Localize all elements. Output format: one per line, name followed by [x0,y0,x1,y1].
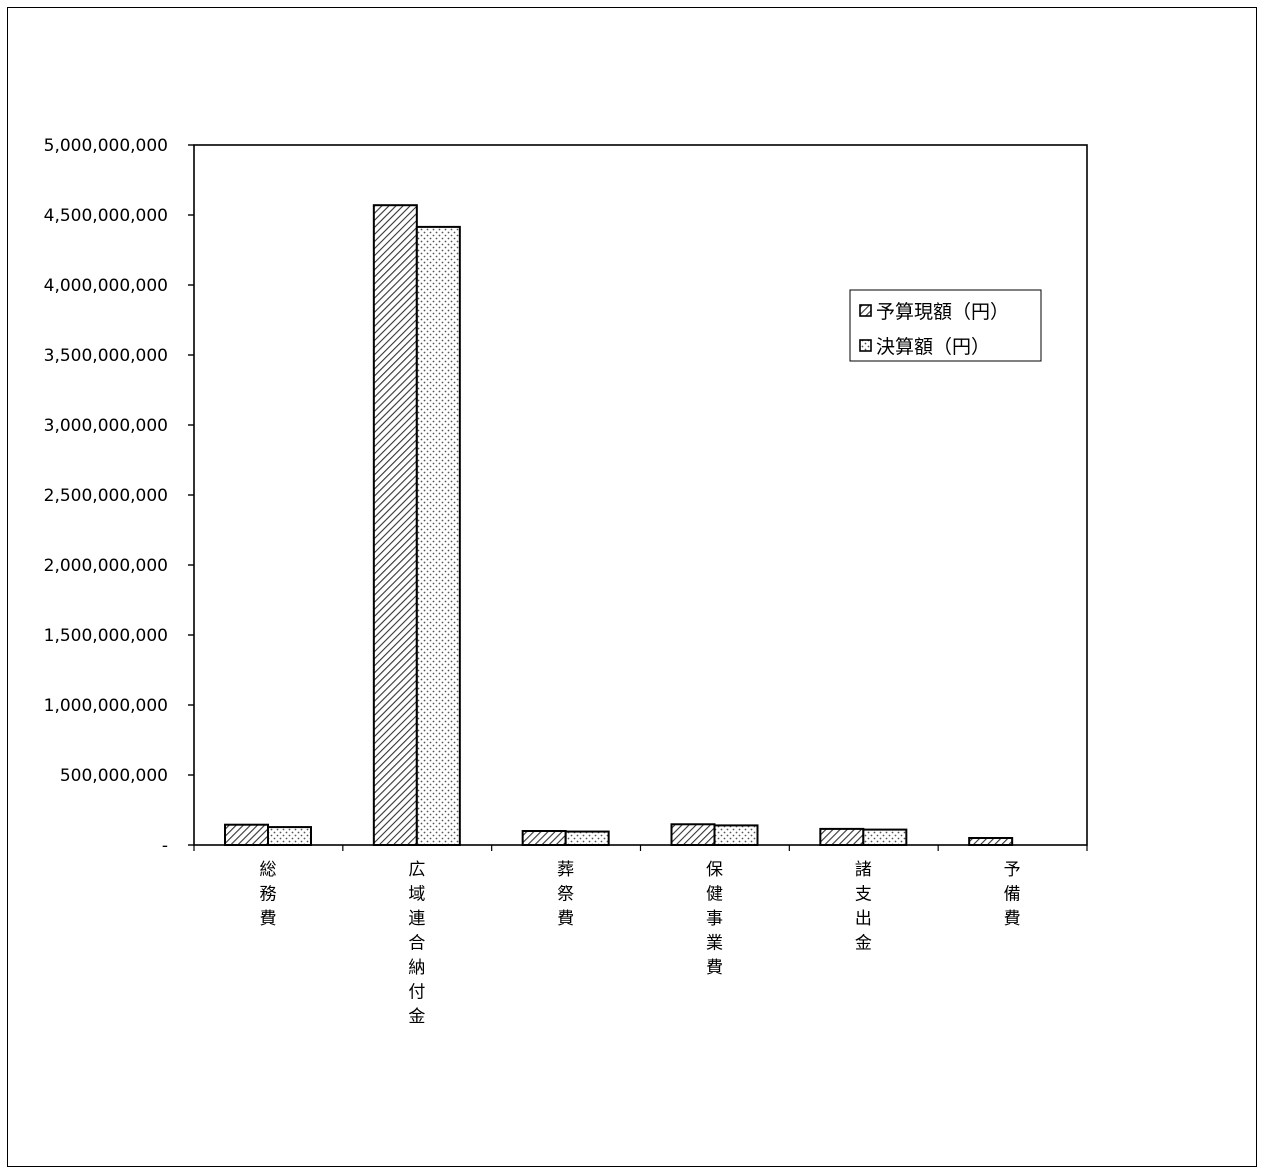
plot-area [193,144,1088,846]
y-tick-label-3: 1,500,000,000 [44,626,168,646]
bar-budget-3 [670,823,716,847]
y-tick-label-5: 2,500,000,000 [44,486,168,506]
y-axis: - 500,000,000 1,000,000,000 1,500,000,000 2,… [44,136,194,856]
legend-label-budget: 予算現額（円） [876,301,1009,323]
bar-budget-4 [819,827,865,847]
bar-budget-5 [968,837,1014,846]
bar-settlement-3 [713,824,759,847]
bar-budget-1 [372,204,418,846]
y-tick-label-4: 2,000,000,000 [44,556,168,576]
bars [224,204,1014,847]
y-tick-label-1: 500,000,000 [60,766,168,786]
legend-label-settlement: 決算額（円） [876,336,990,358]
legend-swatch-settlement [859,339,872,352]
bar-budget-2 [521,830,567,846]
bar-budget-0 [224,823,269,847]
x-category-label-5: 予備費 [1004,860,1021,929]
chart-frame [7,7,1257,1167]
legend-swatch-budget [859,304,872,317]
y-tick-label-2: 1,000,000,000 [44,696,168,716]
y-tick-label-8: 4,000,000,000 [44,276,168,296]
x-category-label-3: 保健事業費 [706,860,723,978]
x-category-label-4: 諸支出金 [855,860,872,954]
bar-settlement-4 [862,828,908,846]
bar-settlement-1 [415,225,461,846]
x-category-label-2: 葬祭費 [557,860,574,929]
x-category-label-0: 総務費 [260,860,277,929]
bar-settlement-0 [267,826,312,847]
y-tick-label-9: 4,500,000,000 [44,206,168,226]
legend-box [849,289,1042,362]
y-tick-label-0: - [162,836,168,856]
y-tick-label-6: 3,000,000,000 [44,416,168,436]
bar-settlement-2 [564,830,610,846]
x-axis: 総務費 広域連合納付金 葬祭費 保健事業費 諸支出金 予備費 [193,845,1088,1027]
y-tick-label-10: 5,000,000,000 [44,136,168,156]
legend: 予算現額（円） 決算額（円） [849,289,1042,362]
y-tick-label-7: 3,500,000,000 [44,346,168,366]
x-category-label-1: 広域連合納付金 [408,860,425,1027]
